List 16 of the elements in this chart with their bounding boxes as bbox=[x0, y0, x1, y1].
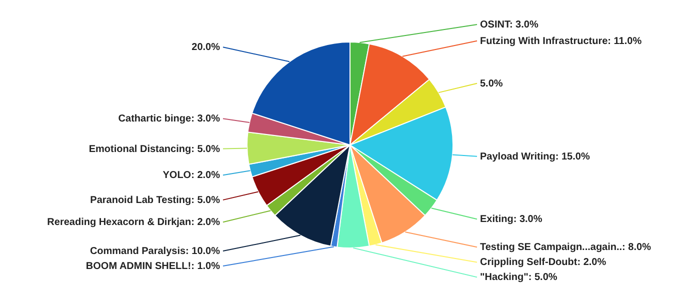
slice-label: "Hacking": 5.0% bbox=[480, 272, 558, 284]
slice-label: BOOM ADMIN SHELL!: 1.0% bbox=[86, 261, 220, 272]
data-label: 20.0% bbox=[192, 42, 220, 54]
slice-label: Emotional Distancing: 5.0% bbox=[88, 144, 220, 155]
slice-label: Payload Writing: 15.0% bbox=[480, 151, 590, 162]
slice-label: Testing SE Campaign...again..: 8.0% bbox=[480, 242, 652, 254]
slice-label: Crippling Self-Doubt: 2.0% bbox=[480, 257, 606, 268]
slice-label: Cathartic binge: 3.0% bbox=[118, 114, 220, 125]
data-label: 5.0% bbox=[480, 78, 503, 90]
slice-label: Exiting: 3.0% bbox=[480, 214, 542, 226]
slice-label: Rereading Hexacorn & Dirkjan: 2.0% bbox=[47, 217, 220, 228]
slice-label: YOLO: 2.0% bbox=[162, 170, 220, 182]
slice-label: Command Paralysis: 10.0% bbox=[90, 246, 220, 258]
slice-label: Futzing With Infrastructure: 11.0% bbox=[480, 36, 642, 47]
slice-label: OSINT: 3.0% bbox=[480, 20, 538, 31]
slice-label: Paranoid Lab Testing: 5.0% bbox=[90, 194, 220, 206]
